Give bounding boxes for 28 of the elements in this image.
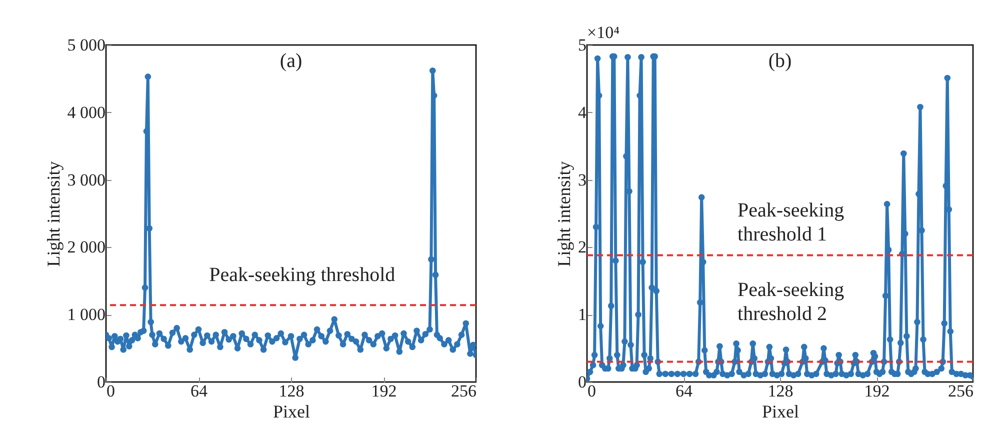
- y-tick-label: 4: [578, 102, 587, 122]
- text: ×10⁴: [587, 23, 620, 42]
- x-axis-title: Pixel: [762, 402, 800, 422]
- x-tick-label: 128: [768, 382, 794, 400]
- x-tick-label: 64: [190, 382, 208, 400]
- y-axis-title: Light intensity: [554, 161, 574, 267]
- y-tick-label: 1 000: [67, 305, 106, 324]
- y-axis-title: Light intensity: [43, 161, 64, 267]
- y-tick-label: 2: [578, 238, 586, 257]
- y-tick-label: 5: [578, 36, 586, 54]
- y-tick-label: 2 000: [67, 238, 106, 257]
- y-tick-label: 4 000: [67, 102, 106, 122]
- y-tick-label: 3 000: [67, 170, 106, 190]
- x-tick-label: 64: [676, 382, 693, 400]
- x-tick-label: 192: [371, 382, 397, 400]
- y-tick-label: 5 000: [67, 36, 106, 54]
- x-tick-label: 256: [451, 382, 476, 400]
- chart-title: (b): [768, 50, 792, 72]
- x-tick-label: 256: [948, 382, 974, 400]
- y-tick-label: 3: [578, 170, 586, 190]
- x-tick-label: 192: [864, 382, 890, 400]
- x-axis-title: Pixel: [272, 402, 310, 422]
- chart-title: (a): [280, 50, 302, 72]
- ref-line-label: Peak-seeking threshold 2: [738, 278, 844, 325]
- x-tick-label: 128: [278, 382, 304, 400]
- ref-line-label: Peak-seeking threshold: [209, 264, 396, 286]
- y-tick-label: 1: [578, 305, 586, 324]
- ref-line-label: Peak-seeking threshold 1: [738, 199, 844, 246]
